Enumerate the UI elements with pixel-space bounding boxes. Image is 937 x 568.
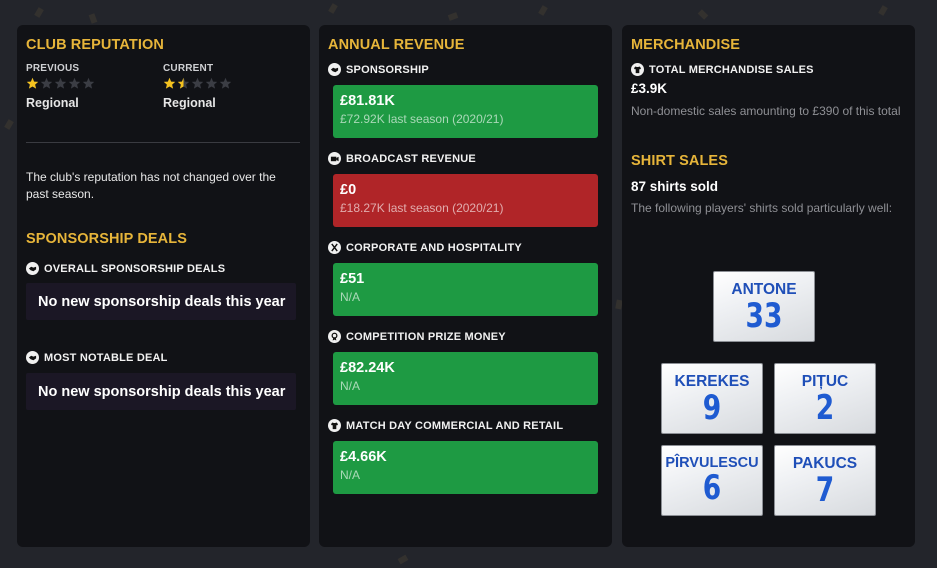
overall-sponsorship-label: OVERALL SPONSORSHIP DEALS bbox=[44, 262, 226, 275]
shirt-player-name: PÎRVULESCU bbox=[665, 455, 759, 471]
broadcast-revenue-heading: BROADCAST REVENUE bbox=[328, 152, 476, 165]
matchday-commercial-card: £4.66K N/A bbox=[333, 441, 598, 494]
star-icon bbox=[177, 77, 190, 90]
shirt-number: 2 bbox=[815, 388, 835, 428]
sponsorship-revenue-card: £81.81K £72.92K last season (2020/21) bbox=[333, 85, 598, 138]
star-icon bbox=[26, 77, 39, 90]
star-icon bbox=[54, 77, 67, 90]
annual-revenue-title: ANNUAL REVENUE bbox=[328, 37, 465, 53]
shirt-number: 7 bbox=[815, 470, 835, 510]
revenue-label: SPONSORSHIP bbox=[346, 63, 429, 76]
shirt-number: 9 bbox=[702, 388, 722, 428]
revenue-label: COMPETITION PRIZE MONEY bbox=[346, 330, 506, 343]
revenue-comparison: N/A bbox=[340, 290, 361, 304]
overall-sponsorship-heading: OVERALL SPONSORSHIP DEALS bbox=[26, 262, 225, 275]
reputation-note: The club's reputation has not changed ov… bbox=[26, 170, 276, 201]
revenue-label: MATCH DAY COMMERCIAL AND RETAIL bbox=[346, 419, 564, 432]
revenue-amount: £4.66K bbox=[340, 449, 387, 465]
revenue-amount: £51 bbox=[340, 271, 365, 287]
player-shirt[interactable]: KEREKES 9 bbox=[661, 363, 763, 434]
merchandise-panel: MERCHANDISE TOTAL MERCHANDISE SALES £3.9… bbox=[622, 25, 915, 547]
shirt-player-name: PIȚUC bbox=[801, 373, 849, 390]
sponsorship-deals-title: SPONSORSHIP DEALS bbox=[26, 231, 187, 247]
player-shirt[interactable]: PIȚUC 2 bbox=[774, 363, 876, 434]
current-reputation-value: Regional bbox=[163, 96, 216, 110]
current-label: CURRENT bbox=[163, 63, 214, 74]
prize-money-heading: COMPETITION PRIZE MONEY bbox=[328, 330, 506, 343]
shirt-icon bbox=[328, 419, 341, 432]
overall-deals-box: No new sponsorship deals this year bbox=[26, 283, 296, 320]
non-domestic-sales-note: Non-domestic sales amounting to £390 of … bbox=[631, 104, 901, 118]
star-icon bbox=[191, 77, 204, 90]
broadcast-revenue-card: £0 £18.27K last season (2020/21) bbox=[333, 174, 598, 227]
shirt-player-name: ANTONE bbox=[731, 281, 797, 298]
revenue-label: CORPORATE AND HOSPITALITY bbox=[346, 241, 522, 254]
revenue-comparison: £18.27K last season (2020/21) bbox=[340, 201, 504, 215]
revenue-amount: £81.81K bbox=[340, 93, 395, 109]
club-reputation-title: CLUB REPUTATION bbox=[26, 37, 164, 53]
shirt-icon bbox=[631, 63, 644, 76]
total-merchandise-label: TOTAL MERCHANDISE SALES bbox=[649, 63, 814, 76]
sponsorship-revenue-heading: SPONSORSHIP bbox=[328, 63, 429, 76]
player-shirt[interactable]: ANTONE 33 bbox=[713, 271, 815, 342]
notable-deal-heading: MOST NOTABLE DEAL bbox=[26, 351, 168, 364]
handshake-icon bbox=[26, 262, 39, 275]
notable-deal-box: No new sponsorship deals this year bbox=[26, 373, 296, 410]
star-icon bbox=[219, 77, 232, 90]
camera-icon bbox=[328, 152, 341, 165]
previous-reputation-value: Regional bbox=[26, 96, 79, 110]
star-icon bbox=[163, 77, 176, 90]
shirt-sales-title: SHIRT SALES bbox=[631, 153, 728, 169]
divider bbox=[26, 142, 300, 143]
matchday-commercial-heading: MATCH DAY COMMERCIAL AND RETAIL bbox=[328, 419, 563, 432]
star-icon bbox=[68, 77, 81, 90]
current-star-rating bbox=[163, 77, 232, 90]
annual-revenue-panel: ANNUAL REVENUE SPONSORSHIP £81.81K £72.9… bbox=[319, 25, 612, 547]
merchandise-title: MERCHANDISE bbox=[631, 37, 741, 53]
medal-icon bbox=[328, 330, 341, 343]
shirts-sold-count: 87 shirts sold bbox=[631, 179, 719, 194]
shirt-sales-note: The following players' shirts sold parti… bbox=[631, 201, 893, 215]
revenue-comparison: N/A bbox=[340, 468, 361, 482]
total-merchandise-heading: TOTAL MERCHANDISE SALES bbox=[631, 63, 814, 76]
total-merchandise-value: £3.9K bbox=[631, 81, 668, 96]
star-icon bbox=[40, 77, 53, 90]
player-shirt[interactable]: PAKUCS 7 bbox=[774, 445, 876, 516]
handshake-icon bbox=[26, 351, 39, 364]
prize-money-card: £82.24K N/A bbox=[333, 352, 598, 405]
previous-label: PREVIOUS bbox=[26, 63, 80, 74]
shirt-player-name: KEREKES bbox=[674, 373, 750, 390]
player-shirt[interactable]: PÎRVULESCU 6 bbox=[661, 445, 763, 516]
shirt-number: 33 bbox=[745, 296, 783, 336]
shirt-number: 6 bbox=[702, 468, 722, 508]
revenue-comparison: N/A bbox=[340, 379, 361, 393]
reputation-sponsorship-panel: CLUB REPUTATION PREVIOUS Regional CURREN… bbox=[17, 25, 310, 547]
corporate-hospitality-card: £51 N/A bbox=[333, 263, 598, 316]
star-icon bbox=[82, 77, 95, 90]
revenue-label: BROADCAST REVENUE bbox=[346, 152, 476, 165]
cutlery-icon bbox=[328, 241, 341, 254]
corporate-hospitality-heading: CORPORATE AND HOSPITALITY bbox=[328, 241, 522, 254]
revenue-amount: £0 bbox=[340, 182, 357, 198]
previous-star-rating bbox=[26, 77, 95, 90]
notable-deal-label: MOST NOTABLE DEAL bbox=[44, 351, 168, 364]
star-icon bbox=[205, 77, 218, 90]
shirt-player-name: PAKUCS bbox=[792, 455, 858, 472]
revenue-comparison: £72.92K last season (2020/21) bbox=[340, 112, 504, 126]
handshake-icon bbox=[328, 63, 341, 76]
revenue-amount: £82.24K bbox=[340, 360, 395, 376]
